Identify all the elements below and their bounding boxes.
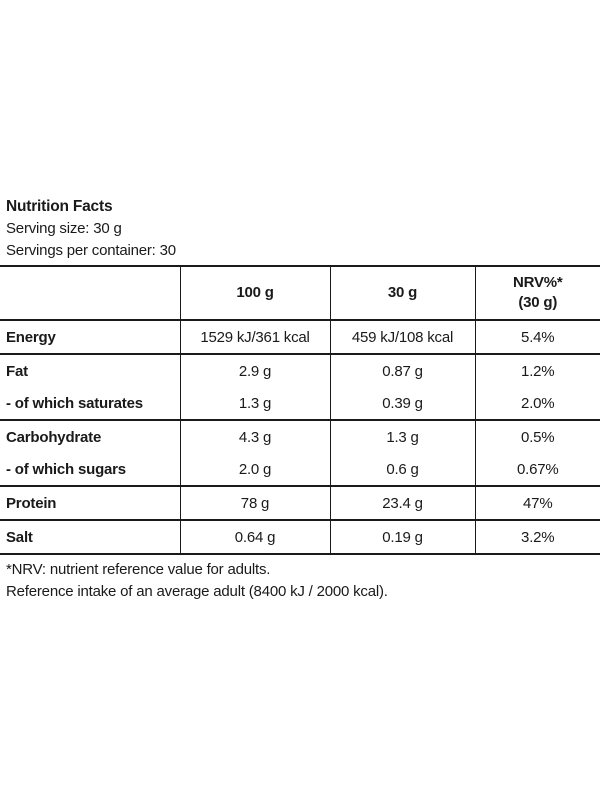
value-per-100g: 1529 kJ/361 kcal [179, 320, 331, 355]
nutrient-name: Energy [0, 320, 181, 355]
reference-intake-note: Reference intake of an average adult (84… [6, 583, 388, 600]
value-per-100g: 2.0 g [179, 453, 331, 487]
nutrient-name: Fat [0, 354, 181, 387]
value-nrv: 0.5% [474, 420, 600, 453]
table-row: - of which sugars 2.0 g 0.6 g 0.67% [0, 453, 600, 487]
servings-per-container: Servings per container: 30 [6, 242, 176, 259]
nutrient-name: Protein [0, 486, 181, 521]
label-title: Nutrition Facts [6, 198, 113, 215]
nrv-header-label: NRV%* [512, 274, 563, 291]
value-nrv: 5.4% [474, 320, 600, 355]
value-per-serving: 0.19 g [329, 520, 476, 555]
value-nrv: 2.0% [474, 387, 600, 421]
column-header-nutrient [0, 265, 181, 321]
nutrition-label: Nutrition Facts Serving size: 30 g Servi… [0, 196, 600, 603]
value-per-serving: 459 kJ/108 kcal [329, 320, 476, 355]
value-per-serving: 0.87 g [329, 354, 476, 387]
table-row: Energy 1529 kJ/361 kcal 459 kJ/108 kcal … [0, 320, 600, 355]
value-per-serving: 1.3 g [329, 420, 476, 453]
table-row: Protein 78 g 23.4 g 47% [0, 486, 600, 521]
nutrient-name: Carbohydrate [0, 420, 181, 453]
table-row: Salt 0.64 g 0.19 g 3.2% [0, 520, 600, 555]
nutrient-name: Salt [0, 520, 181, 555]
value-nrv: 47% [474, 486, 600, 521]
label-header: Nutrition Facts Serving size: 30 g Servi… [0, 196, 600, 262]
value-nrv: 0.67% [474, 453, 600, 487]
value-per-100g: 2.9 g [179, 354, 331, 387]
table-row: Carbohydrate 4.3 g 1.3 g 0.5% [0, 420, 600, 453]
table-row: Fat 2.9 g 0.87 g 1.2% [0, 354, 600, 387]
value-per-100g: 78 g [179, 486, 331, 521]
value-per-serving: 0.6 g [329, 453, 476, 487]
table-header-row: 100 g 30 g NRV%* (30 g) [0, 265, 600, 321]
value-per-100g: 0.64 g [179, 520, 331, 555]
column-header-per-serving: 30 g [329, 265, 476, 321]
value-per-100g: 1.3 g [179, 387, 331, 421]
table-row: - of which saturates 1.3 g 0.39 g 2.0% [0, 387, 600, 421]
nrv-footnote: *NRV: nutrient reference value for adult… [6, 561, 271, 578]
value-per-100g: 4.3 g [179, 420, 331, 453]
nutrient-name: - of which saturates [0, 387, 181, 421]
label-footer: *NRV: nutrient reference value for adult… [0, 559, 600, 603]
value-nrv: 1.2% [474, 354, 600, 387]
value-per-serving: 0.39 g [329, 387, 476, 421]
nrv-header-sub: (30 g) [518, 294, 558, 311]
nutrient-name: - of which sugars [0, 453, 181, 487]
value-nrv: 3.2% [474, 520, 600, 555]
column-header-per-100g: 100 g [179, 265, 331, 321]
column-header-nrv: NRV%* (30 g) [474, 265, 600, 321]
value-per-serving: 23.4 g [329, 486, 476, 521]
nutrition-table: 100 g 30 g NRV%* (30 g) Energy 1529 kJ/3… [0, 265, 600, 555]
serving-size: Serving size: 30 g [6, 220, 122, 237]
